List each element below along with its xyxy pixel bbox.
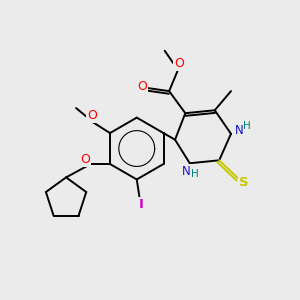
Text: H: H	[191, 169, 199, 179]
Text: I: I	[139, 198, 144, 211]
Text: O: O	[80, 153, 90, 166]
Text: O: O	[137, 80, 147, 93]
Text: S: S	[239, 176, 248, 189]
Text: O: O	[174, 57, 184, 70]
Text: H: H	[243, 121, 251, 131]
Text: N: N	[182, 165, 190, 178]
Text: O: O	[87, 109, 97, 122]
Text: N: N	[235, 124, 244, 137]
